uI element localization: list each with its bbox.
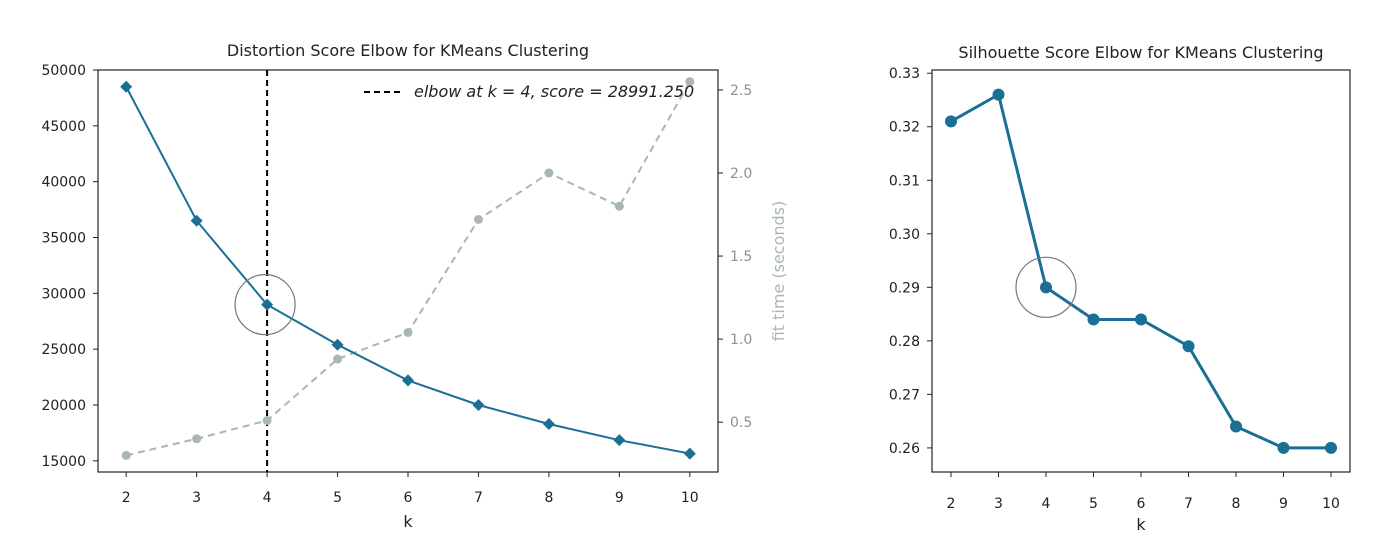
fit-time-axis-label: fit time (seconds) — [769, 201, 788, 342]
fit-time-point — [473, 215, 483, 225]
elbow-legend: elbow at k = 4, score = 28991.250 — [364, 82, 694, 101]
x-tick-label: 3 — [192, 490, 201, 506]
silhouette-x-label: k — [1136, 515, 1146, 534]
distortion-series — [120, 80, 696, 460]
y-tick-label: 0.31 — [889, 173, 920, 189]
y2-tick-label: 2.0 — [730, 166, 752, 182]
distortion-point — [190, 214, 203, 227]
distortion-point — [542, 417, 555, 430]
silhouette-x-ticks: 2 3 4 5 6 7 8 9 10 — [947, 472, 1340, 512]
y-tick-label: 0.28 — [889, 334, 920, 350]
y-tick-label: 50000 — [41, 63, 86, 79]
silhouette-line — [950, 92, 1331, 450]
fit-time-point — [333, 354, 343, 364]
x-tick-label: 10 — [1322, 496, 1340, 512]
distortion-chart-title: Distortion Score Elbow for KMeans Cluste… — [227, 41, 589, 60]
silhouette-chart-title: Silhouette Score Elbow for KMeans Cluste… — [958, 43, 1323, 62]
silhouette-point — [1135, 313, 1147, 326]
x-tick-label: 5 — [1089, 496, 1098, 512]
silhouette-circle-group — [1015, 256, 1077, 318]
x-tick-label: 6 — [1137, 496, 1146, 512]
distortion-point — [683, 447, 696, 460]
silhouette-point — [1182, 340, 1195, 353]
distortion-point — [402, 374, 414, 387]
distortion-point — [120, 80, 133, 93]
x-tick-label: 2 — [122, 490, 131, 506]
silhouette-plot-frame — [931, 69, 1351, 473]
distortion-point — [472, 399, 485, 411]
silhouette-chart: Silhouette Score Elbow for KMeans Cluste… — [889, 43, 1351, 534]
x-tick-label: 9 — [1279, 496, 1288, 512]
distortion-chart: Distortion Score Elbow for KMeans Cluste… — [41, 41, 788, 531]
y-tick-label: 45000 — [41, 119, 86, 135]
distortion-point — [331, 338, 344, 351]
y-tick-label: 20000 — [41, 398, 86, 414]
y-tick-label: 15000 — [41, 454, 86, 470]
fit-time-point — [685, 77, 695, 87]
fit-time-point — [614, 201, 624, 211]
distortion-point — [613, 434, 626, 447]
x-tick-label: 8 — [544, 490, 553, 506]
legend-label: elbow at k = 4, score = 28991.250 — [414, 82, 694, 101]
y-tick-label: 0.29 — [889, 280, 920, 296]
y-tick-label: 40000 — [41, 175, 86, 191]
silhouette-point — [992, 88, 1005, 101]
x-tick-label: 2 — [947, 496, 956, 512]
silhouette-point — [1325, 441, 1337, 454]
silhouette-series — [945, 88, 1337, 454]
fit-time-point — [262, 416, 272, 426]
fit-time-point — [121, 450, 131, 460]
distortion-plot-frame — [97, 69, 719, 473]
y-tick-label: 30000 — [41, 286, 86, 302]
y2-tick-label: 2.5 — [730, 83, 752, 99]
x-tick-label: 10 — [681, 490, 699, 506]
fit-time-point — [544, 168, 554, 178]
silhouette-highlight-circle — [1015, 256, 1077, 318]
y-tick-label: 35000 — [41, 231, 86, 247]
distortion-y2-ticks: 0.5 1.0 1.5 2.0 2.5 — [718, 83, 752, 431]
y2-tick-label: 0.5 — [730, 415, 752, 431]
silhouette-y-ticks: 0.26 0.27 0.28 0.29 0.30 0.31 0.32 0.33 — [889, 66, 932, 457]
distortion-line — [125, 86, 691, 455]
elbow-circle-group — [234, 273, 296, 336]
y-tick-label: 0.26 — [889, 441, 920, 457]
y-tick-label: 0.30 — [889, 227, 920, 243]
silhouette-point — [945, 115, 957, 128]
distortion-y-ticks: 15000 20000 25000 30000 35000 40000 45000 50000 — [41, 63, 98, 470]
distortion-x-label: k — [403, 512, 413, 531]
silhouette-point — [1230, 420, 1242, 433]
y-tick-label: 0.27 — [889, 387, 920, 403]
x-tick-label: 9 — [615, 490, 624, 506]
x-tick-label: 6 — [404, 490, 413, 506]
x-tick-label: 8 — [1232, 496, 1241, 512]
y-tick-label: 25000 — [41, 342, 86, 358]
distortion-point — [261, 298, 274, 311]
y2-tick-label: 1.0 — [730, 332, 752, 348]
distortion-x-ticks: 2 3 4 5 6 7 8 9 10 — [122, 472, 699, 506]
x-tick-label: 4 — [263, 490, 272, 506]
y-tick-label: 0.32 — [889, 120, 920, 136]
fit-time-line — [125, 81, 691, 457]
fit-time-point — [403, 327, 413, 337]
y-tick-label: 0.33 — [889, 66, 920, 82]
x-tick-label: 3 — [994, 496, 1003, 512]
y2-tick-label: 1.5 — [730, 249, 752, 265]
fit-time-point — [192, 434, 202, 444]
fit-time-series — [121, 77, 695, 460]
silhouette-point — [1087, 313, 1100, 326]
elbow-highlight-circle — [234, 273, 296, 336]
x-tick-label: 5 — [333, 490, 342, 506]
x-tick-label: 4 — [1042, 496, 1051, 512]
silhouette-point — [1277, 441, 1290, 454]
silhouette-point — [1040, 281, 1052, 294]
x-tick-label: 7 — [474, 490, 483, 506]
x-tick-label: 7 — [1184, 496, 1193, 512]
